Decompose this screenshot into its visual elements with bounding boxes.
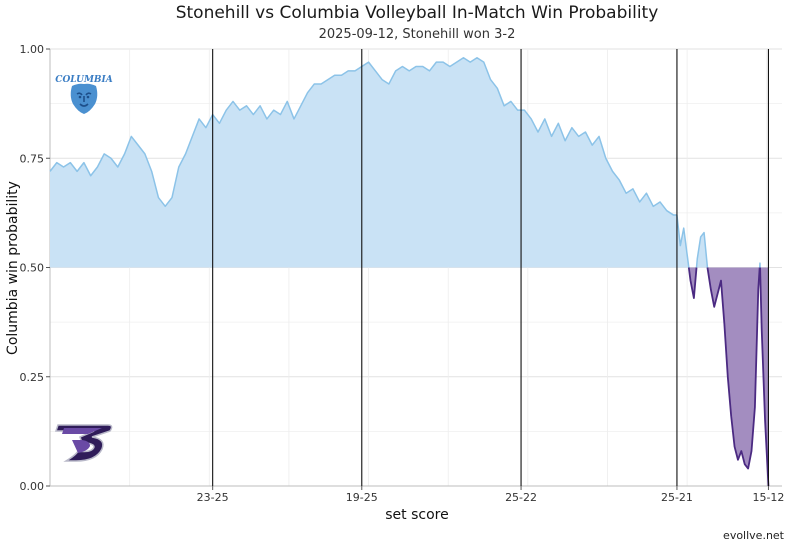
x-tick-label-4: 25-21: [661, 491, 693, 504]
columbia-lions-logo: COLUMBIA: [55, 75, 113, 114]
stonehill-probability-line-5: [759, 267, 770, 487]
chart-subtitle: 2025-09-12, Stonehill won 3-2: [319, 27, 516, 42]
columbia-favored-area: [50, 57, 769, 268]
probability-lines: [49, 56, 770, 487]
y-axis-ticks: 0.00 0.25 0.50 0.75 1.00: [20, 43, 50, 493]
columbia-probability-line-0: [49, 56, 690, 268]
columbia-logo-wordmark: COLUMBIA: [55, 75, 112, 85]
x-tick-label-5: 15-12: [752, 491, 784, 504]
x-tick-label-2: 19-25: [346, 491, 378, 504]
y-tick-label-1: 0.25: [20, 371, 45, 384]
y-tick-label-0: 0.00: [20, 480, 45, 493]
stonehill-skyhawks-logo: [54, 424, 113, 462]
chart-title: Stonehill vs Columbia Volleyball In-Matc…: [176, 3, 659, 23]
y-tick-label-2: 0.50: [20, 262, 45, 275]
x-axis-label: set score: [385, 507, 448, 523]
probability-areas: [50, 57, 769, 486]
x-tick-label-3: 25-22: [505, 491, 537, 504]
y-tick-label-3: 0.75: [20, 152, 45, 165]
x-tick-label-1: 23-25: [197, 491, 229, 504]
stonehill-probability-line-1: [687, 267, 698, 299]
columbia-probability-line-2: [695, 231, 709, 268]
y-tick-label-4: 1.00: [20, 43, 45, 56]
stonehill-probability-line-3: [706, 267, 761, 470]
x-axis-ticks: 23-25 19-25 25-22 25-21 15-12: [197, 486, 784, 504]
y-axis-label: Columbia win probability: [5, 181, 21, 355]
source-caption: evollve.net: [723, 529, 785, 542]
set-end-lines: [212, 49, 769, 486]
